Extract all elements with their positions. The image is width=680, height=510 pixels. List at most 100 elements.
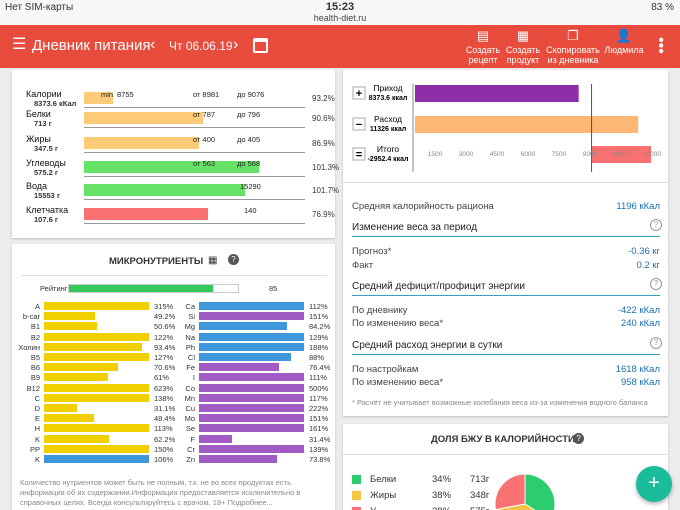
expense-heading: Средний расход энергии в сутки ? (352, 337, 662, 355)
micronutrient-row: Холин 93.4% (12, 342, 177, 352)
micronutrient-row: Zn 73.8% (167, 455, 332, 464)
forecast-value: -0.36 кг (628, 246, 660, 257)
copy-diary-button[interactable]: ❐ Скопировать из дневника (546, 29, 600, 66)
micronutrient-name: Na (185, 332, 195, 342)
help-icon[interactable]: ? (650, 278, 662, 290)
micronutrient-row: E 48.4% (12, 414, 177, 423)
next-day-icon[interactable]: › (233, 36, 239, 53)
micronutrient-percent: 88% (309, 353, 325, 362)
nutrient-marker-label: 140 (244, 206, 257, 215)
help-icon[interactable]: ? (573, 433, 584, 444)
sign-box[interactable] (352, 86, 366, 100)
nutrient-name: Вода (26, 181, 48, 191)
micronutrient-row: K 62.2% (12, 434, 177, 444)
weight-change-title: Изменение веса за период (352, 222, 478, 233)
legend-label: У (370, 506, 376, 510)
by-diary-value: -422 кКал (617, 305, 660, 316)
more-icon[interactable]: ••• (652, 37, 669, 54)
add-button[interactable]: + (636, 466, 672, 502)
micronutrient-bar (44, 353, 149, 361)
tick-label: 10500 (612, 151, 630, 158)
status-bar: Нет SIM-карты 15:23 health-diet.ru 83 % (0, 0, 680, 25)
micronutrient-percent: 117% (309, 393, 328, 403)
micronutrient-row: Cl 88% (167, 353, 332, 362)
micronutrient-bar (199, 373, 304, 382)
nutrients-card: Калории 8373.6 кКал 93.2% min 8755 от 8981 до … (12, 70, 339, 238)
micronutrient-bar (199, 342, 304, 351)
micronutrient-name: Cr (187, 444, 195, 454)
sign-icon: = (356, 149, 362, 161)
nutrient-marker-label: от 563 (193, 159, 216, 168)
balance-bar (415, 85, 579, 102)
create-recipe-button[interactable]: ▤ Создать рецепт (465, 29, 501, 66)
by-weight2-row: По изменению веса* 958 кКал (352, 377, 660, 388)
sign-icon: + (356, 88, 362, 100)
micronutrient-name: B9 (30, 373, 40, 383)
micronutrient-percent: 70.6% (154, 363, 176, 373)
balance-bar (591, 146, 652, 163)
help-icon[interactable]: ? (228, 254, 239, 265)
nutrient-marker-label: до 405 (237, 135, 261, 144)
micronutrient-name: Mg (184, 322, 195, 332)
micronutrient-name: Zn (186, 455, 195, 464)
micronutrient-name: B6 (30, 363, 40, 373)
legend-percent: 38% (432, 490, 452, 501)
create-product-label: Создать продукт (505, 45, 541, 65)
table-icon[interactable]: ▦ (208, 255, 218, 266)
micronutrient-row: b-car 49.2% (12, 312, 177, 321)
micronutrient-percent: 106% (154, 455, 174, 464)
menu-icon[interactable]: ☰ (12, 36, 27, 53)
micronutrient-percent: 122% (154, 332, 174, 342)
date-label[interactable]: Чт 06.06.19 (169, 39, 233, 53)
micronutrient-percent: 112% (309, 302, 328, 311)
help-icon[interactable]: ? (650, 337, 662, 349)
micronutrient-bar (44, 404, 77, 412)
balance-value: 8373.6 ккал (369, 95, 408, 102)
balance-label: Приход (373, 83, 402, 93)
tick-label: 4500 (490, 151, 505, 158)
profile-button[interactable]: 👤 Людмила (602, 29, 646, 56)
copy-diary-label: Скопировать из дневника (546, 45, 600, 65)
help-icon[interactable]: ? (650, 219, 662, 231)
nutrient-track (84, 176, 305, 177)
nutrient-bar (84, 137, 199, 149)
micronutrient-name: B12 (26, 383, 40, 393)
url-label[interactable]: health-diet.ru (313, 13, 367, 23)
legend-swatch (352, 475, 361, 484)
tick-label: 6000 (521, 151, 536, 158)
create-product-button[interactable]: ▦ Создать продукт (505, 29, 541, 66)
micronutrient-percent: 62.2% (154, 434, 176, 444)
calendar-icon[interactable] (253, 38, 268, 53)
nutrient-bar (84, 208, 208, 220)
micronutrient-name: Se (185, 424, 195, 434)
nutrient-marker-label: 8755 (117, 90, 134, 99)
micronutrient-bar (44, 393, 149, 402)
by-diary-row: По дневнику -422 кКал (352, 305, 660, 316)
prev-day-icon[interactable]: ‹ (150, 36, 156, 53)
nutrient-marker-label: от 400 (193, 135, 216, 144)
micronutrient-bar (199, 383, 304, 392)
sign-box[interactable] (352, 147, 366, 161)
nutrient-marker-label: от 8981 (193, 90, 220, 99)
carrier-label: Нет SIM-карты (5, 2, 74, 13)
nutrient-value: 575.2 г (34, 168, 58, 177)
micronutrient-name: B2 (30, 332, 40, 342)
bju-legend-row: У 28% 575г (352, 506, 492, 510)
micronutrient-percent: 76.4% (309, 363, 331, 373)
nutrient-percent: 93.2% (312, 94, 335, 103)
pie-slice (494, 473, 526, 510)
rating-track (68, 284, 239, 293)
micronutrient-row: Fe 76.4% (167, 363, 332, 372)
sign-box[interactable] (352, 117, 366, 131)
weight-change-heading: Изменение веса за период ? (352, 219, 662, 237)
micronutrient-name: C (34, 393, 40, 403)
micronutrient-percent: 48.4% (154, 414, 176, 424)
micronutrient-name: Si (188, 312, 195, 322)
battery-label: 83 % (651, 2, 674, 13)
micronutrient-name: K (34, 434, 40, 444)
micronutrient-percent: 315% (154, 302, 174, 311)
micronutrient-bar (44, 312, 95, 321)
legend-swatch (352, 507, 361, 510)
micronutrient-bar (199, 312, 304, 321)
micronutrient-row: B5 127% (12, 353, 177, 362)
